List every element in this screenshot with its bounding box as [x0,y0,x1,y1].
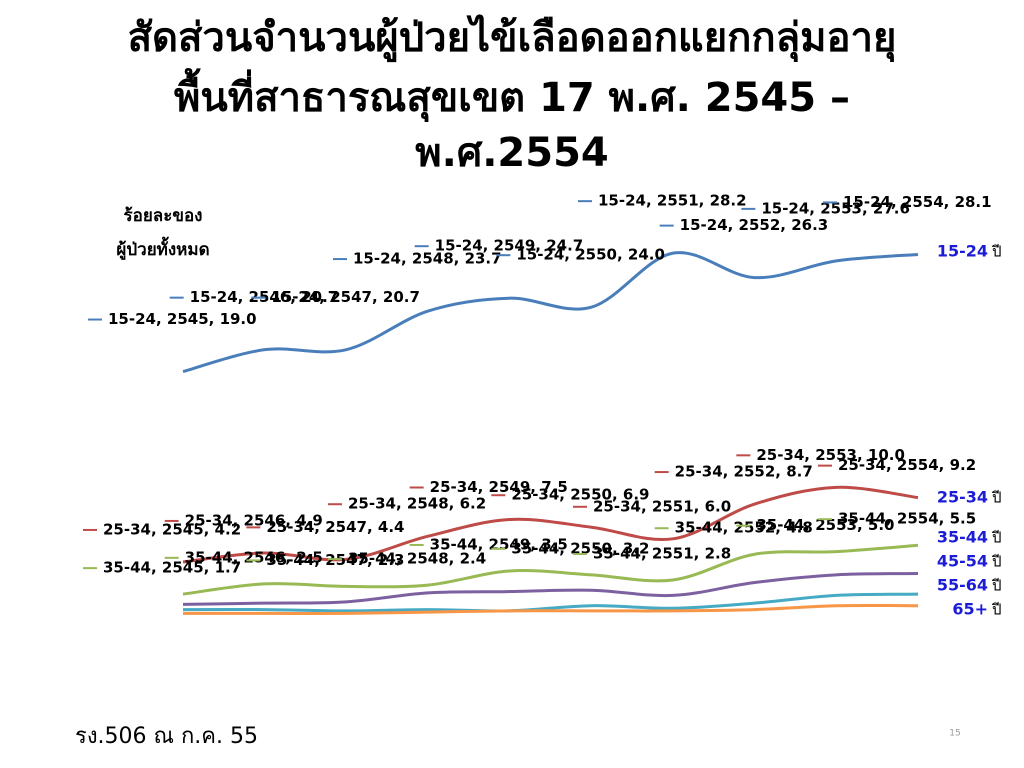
legend-suffix: ปี [991,529,1001,547]
legend-entry: 45-54 [937,552,988,571]
data-label: 15-24, 2548, 23.7 [353,250,502,268]
data-label: 25-34, 2549, 7.5 [430,478,568,496]
legend-entry: 15-24 [937,242,988,261]
data-label: 25-34, 2547, 4.4 [266,518,404,536]
legend-suffix: ปี [991,489,1001,507]
data-label: 35-44, 2545, 1.7 [103,559,241,577]
series-line [182,592,919,613]
data-label: 15-24, 2547, 20.7 [271,288,420,306]
series-line [183,603,919,616]
data-label: 35-44, 2553, 5.0 [756,516,894,534]
legend-entry: 25-34 [937,488,988,507]
y-axis-label: ผู้ป่วยทั้งหมด [116,236,209,261]
legend-suffix: ปี [991,577,1001,595]
legend-entry: 65+ [952,600,988,619]
data-label: 25-34, 2554, 9.2 [838,456,976,474]
legend-entry: 55-64 [937,576,988,595]
legend-entry: 35-44 [937,528,988,547]
legend-suffix: ปี [991,601,1001,619]
data-label: 25-34, 2551, 6.0 [593,497,731,515]
data-label: 15-24, 2545, 19.0 [108,310,257,328]
y-axis-label: ร้อยละของ [124,206,203,226]
data-label: 25-34, 2550, 6.9 [511,486,649,504]
data-label: 25-34, 2552, 8.7 [675,463,813,481]
title-line: พื้นที่สาธารณสุขเขต 17 พ.ศ. 2545 – [174,68,850,123]
data-label: 25-34, 2545, 4.2 [103,520,241,538]
data-label: 35-44, 2550, 3.2 [511,539,649,557]
legend-suffix: ปี [991,553,1001,571]
data-label: 15-24, 2550, 24.0 [516,246,665,264]
title-line: พ.ศ.2554 [415,130,608,176]
data-label: 35-44, 2546, 2.5 [185,548,323,566]
legend-suffix: ปี [991,243,1001,261]
data-label: 25-34, 2546, 4.9 [185,511,323,529]
series-line [182,485,919,564]
series-line [182,251,919,373]
series-line [182,543,919,596]
data-label: 35-44, 2554, 5.5 [838,510,976,528]
data-label: 15-24, 2551, 28.2 [598,192,747,210]
data-label: 15-24, 2549, 24.7 [435,237,584,255]
data-label: 35-44, 2549, 3.5 [430,535,568,553]
data-label: 15-24, 2552, 26.3 [680,216,829,234]
data-label: 35-44, 2552, 4.8 [675,519,813,537]
series-line [182,572,919,606]
data-label: 15-24, 2553, 27.6 [761,199,910,217]
data-label: 25-34, 2553, 10.0 [756,446,905,464]
title-line: สัดส่วนจำนวนผู้ป่วยไข้เลือดออกแยกกลุ่มอา… [128,14,897,63]
data-label: 25-34, 2548, 6.2 [348,495,486,513]
data-label: 35-44, 2551, 2.8 [593,544,731,562]
page-number: 15 [949,729,960,739]
footer: รง.506 ณ ก.ค. 55 [75,724,258,749]
data-label: 35-44, 2548, 2.4 [348,550,486,568]
data-label: 15-24, 2554, 28.1 [843,193,992,211]
